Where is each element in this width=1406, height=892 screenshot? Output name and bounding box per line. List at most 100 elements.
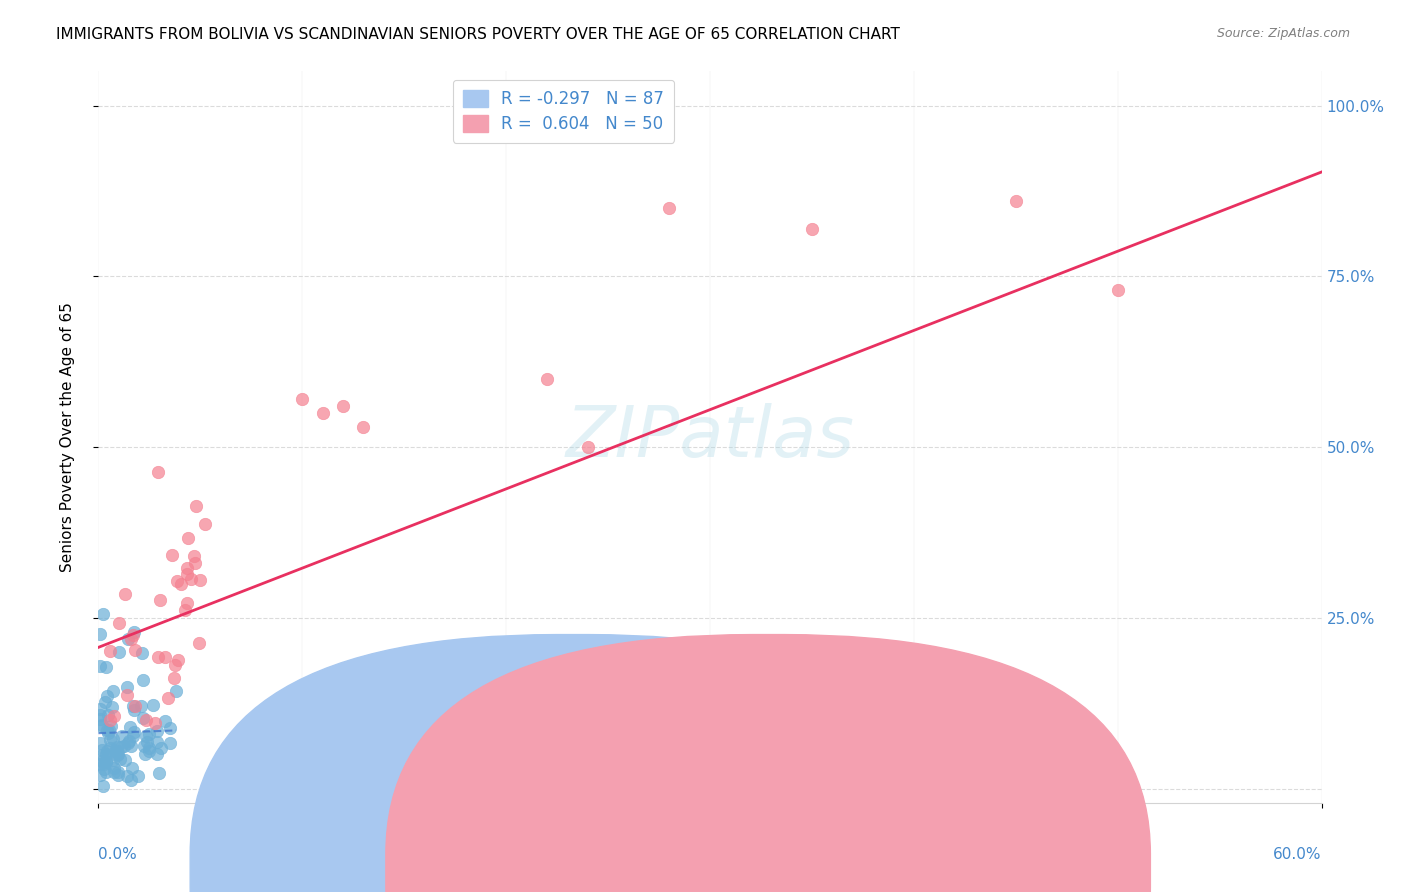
Text: IMMIGRANTS FROM BOLIVIA VS SCANDINAVIAN SENIORS POVERTY OVER THE AGE OF 65 CORRE: IMMIGRANTS FROM BOLIVIA VS SCANDINAVIAN …: [56, 27, 900, 42]
Text: ZIPatlas: ZIPatlas: [565, 402, 855, 472]
Text: Scandinavians: Scandinavians: [758, 869, 858, 882]
Point: [177, 531, 200, 545]
Point: [136, 735, 159, 749]
Point: [89, 626, 111, 640]
Point: [454, 700, 477, 714]
Text: Immigrants from Bolivia: Immigrants from Bolivia: [541, 869, 709, 882]
Point: [801, 221, 824, 235]
Point: [112, 739, 135, 753]
Point: [111, 729, 134, 743]
Point: [332, 400, 354, 414]
Point: [101, 732, 124, 747]
Point: [149, 592, 172, 607]
Point: [159, 721, 181, 735]
Point: [122, 628, 145, 642]
Point: [138, 727, 160, 741]
Point: [392, 727, 416, 741]
Point: [194, 517, 217, 532]
Point: [94, 756, 117, 770]
Y-axis label: Seniors Poverty Over the Age of 65: Seniors Poverty Over the Age of 65: [60, 302, 75, 572]
Point: [173, 603, 195, 617]
Point: [1004, 194, 1026, 209]
Point: [132, 711, 155, 725]
Point: [110, 739, 132, 754]
Point: [100, 719, 122, 733]
Point: [103, 684, 125, 698]
Point: [105, 740, 128, 755]
Point: [156, 691, 179, 706]
Point: [135, 730, 157, 744]
Point: [143, 715, 166, 730]
Point: [96, 660, 118, 674]
Point: [115, 769, 138, 783]
Point: [801, 645, 824, 659]
Point: [97, 708, 120, 723]
Point: [101, 700, 124, 714]
Point: [108, 645, 131, 659]
Point: [89, 702, 111, 716]
Point: [148, 650, 170, 665]
Point: [114, 753, 136, 767]
Point: [121, 761, 143, 775]
Point: [135, 713, 157, 727]
Point: [184, 499, 207, 513]
Point: [170, 577, 193, 591]
Point: [90, 719, 112, 733]
Point: [120, 720, 142, 734]
Point: [100, 713, 122, 727]
Point: [184, 556, 207, 570]
Point: [536, 372, 558, 386]
Point: [146, 724, 169, 739]
Text: 0.0%: 0.0%: [98, 847, 138, 862]
Point: [122, 624, 145, 639]
Point: [118, 734, 141, 748]
Point: [132, 673, 155, 687]
Point: [146, 466, 169, 480]
Point: [176, 567, 198, 582]
Point: [94, 754, 117, 768]
Point: [176, 595, 198, 609]
Point: [96, 689, 118, 703]
Point: [149, 741, 172, 756]
Point: [104, 744, 127, 758]
Point: [127, 769, 149, 783]
Point: [176, 561, 198, 575]
Point: [124, 642, 146, 657]
Point: [148, 765, 170, 780]
Point: [107, 747, 129, 762]
Point: [658, 201, 681, 215]
Point: [96, 723, 118, 737]
Point: [105, 744, 128, 758]
Point: [117, 736, 139, 750]
Point: [103, 764, 125, 779]
Point: [124, 725, 146, 739]
Point: [495, 747, 517, 762]
Legend: R = -0.297   N = 87, R =  0.604   N = 50: R = -0.297 N = 87, R = 0.604 N = 50: [453, 79, 673, 143]
Point: [89, 757, 111, 772]
Point: [352, 420, 374, 434]
Point: [138, 740, 160, 755]
Point: [312, 406, 335, 420]
Point: [166, 574, 188, 589]
Point: [103, 708, 125, 723]
Text: 60.0%: 60.0%: [1274, 847, 1322, 862]
Point: [98, 733, 121, 747]
Point: [89, 659, 111, 673]
Point: [160, 548, 183, 562]
Point: [153, 714, 176, 728]
Point: [165, 684, 187, 698]
Point: [97, 723, 120, 738]
Point: [129, 698, 152, 713]
Point: [108, 752, 131, 766]
Point: [98, 740, 121, 755]
Point: [96, 744, 118, 758]
Point: [98, 644, 121, 658]
Point: [188, 636, 211, 650]
Point: [120, 772, 142, 787]
Point: [291, 392, 314, 407]
Point: [163, 671, 186, 685]
Point: [159, 736, 181, 750]
Point: [90, 755, 112, 769]
Point: [89, 712, 111, 726]
Point: [1107, 283, 1129, 297]
